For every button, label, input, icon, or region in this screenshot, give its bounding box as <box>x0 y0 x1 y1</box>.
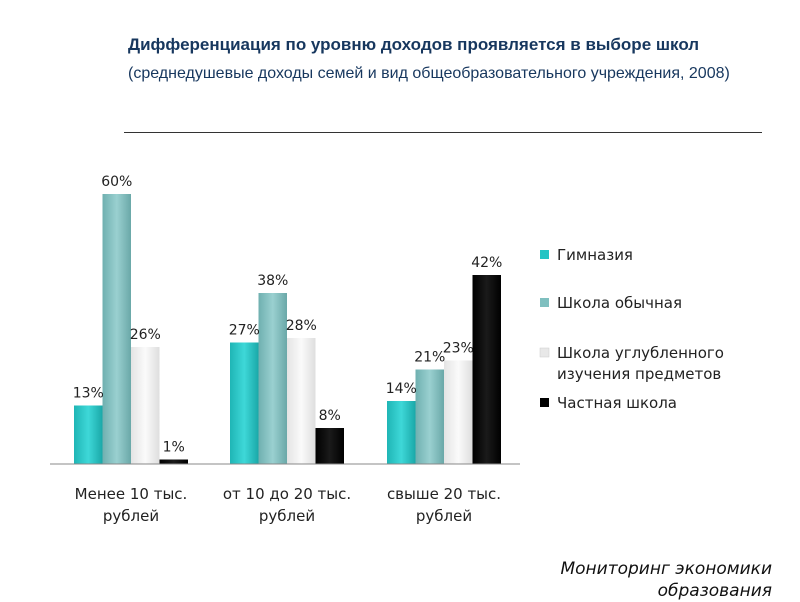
footer-line-2: образования <box>657 581 772 601</box>
bar-4-2 <box>315 428 344 464</box>
data-label-2-2: 38% <box>257 273 288 289</box>
category-label-3-line-2: рублей <box>416 507 472 525</box>
data-label-4-3: 42% <box>471 255 502 271</box>
data-label-4-2: 8% <box>319 408 341 424</box>
bar-1-3 <box>387 401 416 464</box>
bar-3-1 <box>131 347 160 464</box>
legend-label-3-line-1: Школа углубленного <box>557 344 724 362</box>
title-block: Дифференциация по уровню доходов проявля… <box>128 32 768 85</box>
data-label-4-1: 1% <box>163 440 185 456</box>
legend-label-1-line-1: Гимназия <box>557 246 633 264</box>
legend-swatch-3 <box>539 347 550 358</box>
data-label-3-1: 26% <box>130 327 161 343</box>
legend-label-2-line-1: Школа обычная <box>557 294 682 312</box>
data-label-1-3: 14% <box>386 381 417 397</box>
category-labels-layer: Менее 10 тыс. рублей от 10 до 20 тыс. рубле… <box>75 485 501 525</box>
category-label-3-line-1: свыше 20 тыс. <box>387 485 501 503</box>
category-label-2-line-2: рублей <box>259 507 315 525</box>
chart-title: Дифференциация по уровню доходов проявля… <box>128 35 700 54</box>
title-divider <box>124 132 762 133</box>
footer-line-1: Мониторинг экономики <box>560 559 772 579</box>
bar-2-1 <box>102 194 131 464</box>
legend: Гимназия Школа обычная Школа углубленного и… <box>539 246 724 412</box>
bar-4-1 <box>159 459 188 464</box>
data-label-3-3: 23% <box>443 341 474 357</box>
legend-swatch-4 <box>540 398 549 407</box>
category-label-2-line-1: от 10 до 20 тыс. <box>223 485 351 503</box>
legend-label-3-line-2: изучения предметов <box>557 365 721 383</box>
bar-1-2 <box>230 342 259 464</box>
data-label-2-3: 21% <box>414 350 445 366</box>
legend-swatch-2 <box>540 298 549 307</box>
bar-3-2 <box>287 338 316 464</box>
data-label-2-1: 60% <box>101 174 132 190</box>
legend-swatch-1 <box>540 250 549 259</box>
bar-2-2 <box>258 293 287 464</box>
bars-layer <box>74 194 501 464</box>
bar-3-3 <box>444 360 473 464</box>
chart-subtitle: (среднедушевые доходы семей и вид общеоб… <box>128 65 730 82</box>
legend-label-4-line-1: Частная школа <box>557 394 677 412</box>
bar-1-1 <box>74 405 103 464</box>
footer-source: Мониторинг экономики образования <box>560 558 772 602</box>
data-label-1-2: 27% <box>229 323 260 339</box>
data-label-1-1: 13% <box>73 386 104 402</box>
data-label-3-2: 28% <box>286 318 317 334</box>
category-label-1-line-1: Менее 10 тыс. <box>75 485 188 503</box>
bar-4-3 <box>472 275 501 464</box>
bar-2-3 <box>415 369 444 464</box>
category-label-1-line-2: рублей <box>103 507 159 525</box>
data-labels-layer: 13% 27% 14% 60% 38% 21% 26% 28% 23% 1% 8% 42% <box>73 174 503 456</box>
